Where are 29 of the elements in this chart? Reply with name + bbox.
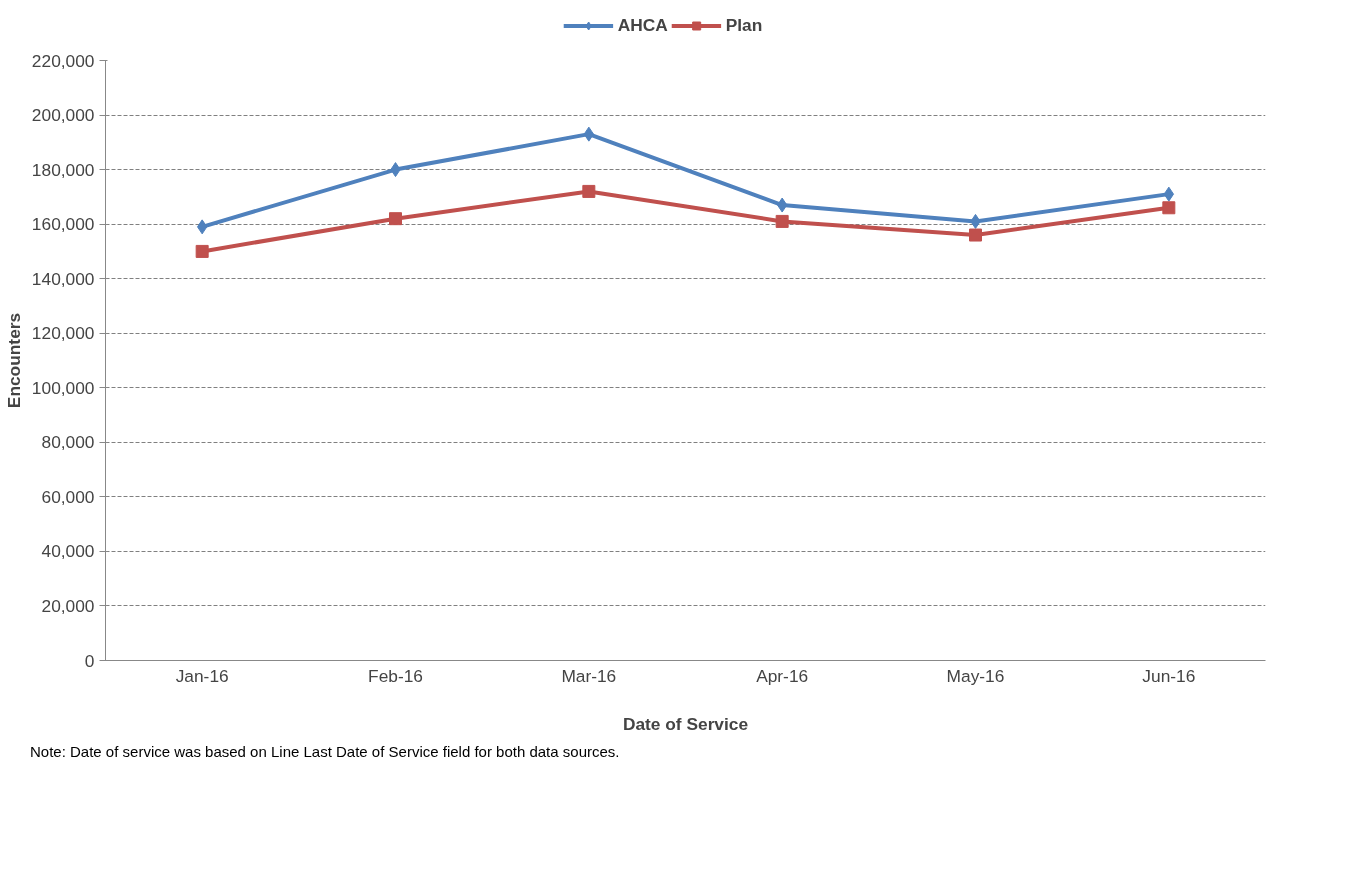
y-tick-label: 0 [84, 650, 95, 671]
x-tick-label: Feb-16 [368, 665, 423, 686]
point [195, 244, 209, 258]
y-tick-label: 200,000 [31, 105, 95, 126]
x-tick-label: Apr-16 [756, 665, 809, 686]
y-tick-label: 80,000 [41, 432, 95, 453]
y-tick-label: 220,000 [31, 50, 95, 71]
y-tick-label: 160,000 [31, 214, 95, 235]
y-tick-label: 20,000 [41, 595, 95, 616]
legend-label: AHCA [617, 14, 668, 36]
y-tick-label: 40,000 [41, 541, 95, 562]
point [969, 228, 982, 242]
x-tick-label: Jan-16 [175, 665, 229, 686]
point [582, 184, 596, 198]
x-tick-label: May-16 [946, 665, 1005, 686]
x-tick-label: Jun-16 [1142, 665, 1196, 686]
y-tick-label: 180,000 [31, 159, 95, 180]
point [1162, 201, 1176, 215]
text: Note: Date of service was based on Line Last Date of Service field for both data sources. [30, 742, 620, 762]
y-tick-label: 60,000 [41, 486, 95, 507]
legend-label: Plan [725, 14, 763, 36]
y-tick-label: 100,000 [31, 377, 95, 398]
point [775, 214, 789, 228]
y-axis-title: Encounters [3, 312, 24, 409]
y-tick-label: 120,000 [31, 323, 95, 344]
x-tick-label: Mar-16 [561, 665, 617, 686]
x-axis-title: Date of Service [622, 713, 749, 734]
y-tick-label: 140,000 [31, 268, 95, 289]
point [389, 212, 402, 226]
